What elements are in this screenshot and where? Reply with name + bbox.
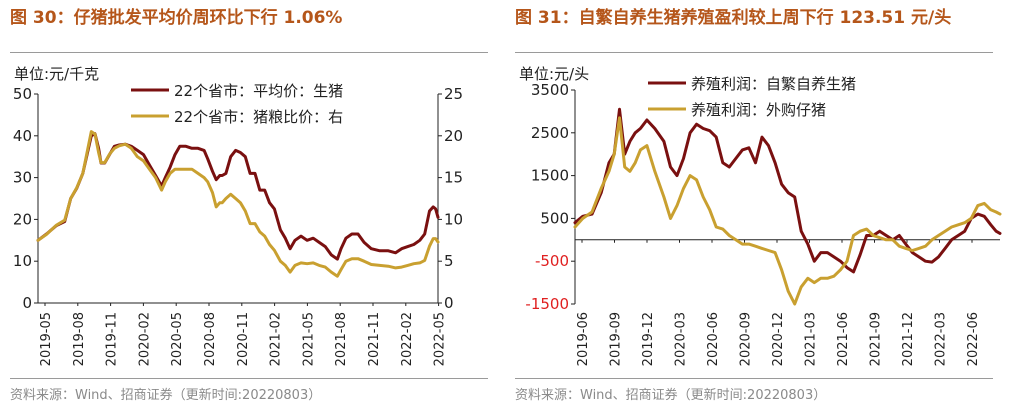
left-chart-title: 图 30：仔猪批发平均价周环比下行 1.06% [10, 8, 343, 28]
right-chart-panel: 图 31：自繁自养生猪养殖盈利较上周下行 123.51 元/头 -1500 -50… [505, 0, 1010, 410]
x-tick-label: 2020-03 [674, 312, 689, 366]
legend-label-1: 养殖利润：自繁自养生猪 [691, 75, 856, 93]
x-tick-label: 2020-05 [170, 312, 185, 366]
y-tick-label: 30 [13, 169, 32, 187]
y-axis-unit-label: 单位:元/头 [519, 65, 589, 83]
x-tick-label: 2019-06 [576, 312, 591, 366]
y2-tick-label: 5 [444, 252, 454, 270]
right-source-rule [515, 378, 993, 379]
left-source-rule [10, 378, 488, 379]
x-tick-label: 2022-06 [966, 312, 981, 366]
left-source-note: 资料来源：Wind、招商证券（更新时间:20220803） [10, 388, 322, 403]
y-tick-label: 1500 [531, 167, 569, 185]
series-line-1 [573, 107, 1002, 274]
x-tick-label: 2020-08 [203, 312, 218, 366]
legend-label-2: 22个省市：猪粮比价：右 [174, 108, 343, 126]
y2-tick-label: 20 [444, 127, 463, 145]
y-tick-label: 20 [13, 210, 32, 228]
x-tick-label: 2020-09 [739, 312, 754, 366]
right-line-chart: -1500 -500 500 1500 2500 3500 2019-06 2019-09 20… [519, 65, 1002, 366]
x-tick-label: 2020-06 [706, 312, 721, 366]
y2-tick-label: 0 [444, 294, 454, 312]
left-line-chart: 0 10 20 30 40 50 0 5 10 15 20 25 2019-05 2019-08 2019-… [13, 65, 463, 366]
x-tick-label: 2020-12 [771, 312, 786, 366]
y-tick-label: 50 [13, 85, 32, 103]
y-tick-label: 40 [13, 127, 32, 145]
x-tick-label: 2021-02 [269, 312, 284, 366]
legend-label-2: 养殖利润：外购仔猪 [691, 101, 826, 119]
left-title-rule [10, 52, 488, 53]
x-tick-label: 2021-05 [301, 312, 316, 366]
x-tick-label: 2021-06 [836, 312, 851, 366]
y2-tick-label: 15 [444, 169, 463, 187]
y-tick-label: -500 [535, 252, 569, 270]
x-tick-label: 2022-02 [400, 312, 415, 366]
x-tick-label: 2021-11 [367, 312, 382, 366]
y-tick-label: -1500 [525, 295, 569, 313]
y-tick-label: 500 [540, 209, 569, 227]
x-tick-label: 2019-12 [641, 312, 656, 366]
left-chart-panel: 图 30：仔猪批发平均价周环比下行 1.06% 0 10 20 30 40 50 0 5 10 1… [10, 8, 488, 403]
x-tick-label: 2022-03 [934, 312, 949, 366]
series-line-2 [36, 130, 440, 278]
x-tick-label: 2019-11 [105, 312, 120, 366]
x-tick-label: 2021-03 [804, 312, 819, 366]
x-tick-label: 2020-11 [236, 312, 251, 366]
right-chart-title: 图 31：自繁自养生猪养殖盈利较上周下行 123.51 元/头 [515, 8, 952, 28]
x-tick-label: 2021-12 [901, 312, 916, 366]
y-tick-label: 10 [13, 252, 32, 270]
y2-tick-label: 25 [444, 85, 463, 103]
y-axis-unit-label: 单位:元/千克 [14, 65, 99, 83]
y-tick-label: 0 [22, 294, 32, 312]
legend-label-1: 22个省市：平均价：生猪 [174, 82, 343, 100]
y2-tick-label: 10 [444, 210, 463, 228]
x-tick-label: 2019-09 [609, 312, 624, 366]
x-tick-label: 2022-05 [433, 312, 448, 366]
y-tick-label: 2500 [531, 124, 569, 142]
x-tick-label: 2019-05 [39, 312, 54, 366]
y-tick-label: 3500 [531, 81, 569, 99]
x-tick-label: 2020-02 [137, 312, 152, 366]
right-title-rule [515, 52, 993, 53]
x-tick-label: 2021-09 [869, 312, 884, 366]
series-line-2 [573, 116, 1002, 306]
x-tick-label: 2021-08 [334, 312, 349, 366]
x-tick-label: 2019-08 [72, 312, 87, 366]
right-source-note: 资料来源：Wind、招商证券（更新时间:20220803） [515, 388, 827, 403]
